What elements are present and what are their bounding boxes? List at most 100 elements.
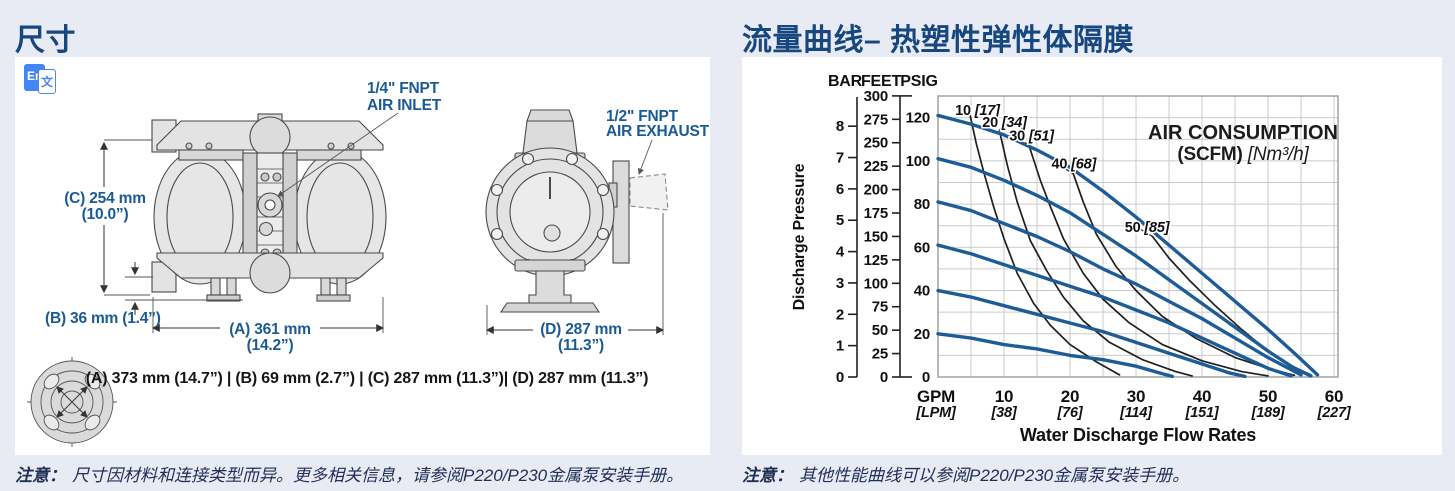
svg-text:100: 100 xyxy=(906,153,930,170)
svg-text:200: 200 xyxy=(864,182,888,199)
dim-c-label: (C) 254 mm xyxy=(64,190,146,207)
dim-c-label-2: (10.0”) xyxy=(82,206,129,223)
svg-text:175: 175 xyxy=(864,205,888,222)
discharge-curve-40psig xyxy=(936,288,1247,379)
svg-text:0: 0 xyxy=(880,369,888,386)
flow-curve-title: 流量曲线– 热塑性弹性体隔膜 xyxy=(742,24,1135,57)
svg-text:120: 120 xyxy=(906,110,930,127)
svg-text:[114]: [114] xyxy=(1119,405,1153,421)
svg-text:4: 4 xyxy=(836,244,845,261)
psig-scale-header: PSIG xyxy=(900,73,937,90)
discharge-curves xyxy=(936,113,1320,379)
svg-text:20: 20 xyxy=(914,326,930,343)
feet-scale-header: FEET xyxy=(861,73,902,90)
air-curve-label-10: 10 [17] xyxy=(955,103,1001,119)
air-inlet-label: 1/4" FNPT xyxy=(367,80,440,97)
pump-front-view-drawing xyxy=(151,113,387,302)
discharge-curve-60psig xyxy=(936,243,1293,378)
x-axis-ticks: 10[38] 20[76] 30[114] 40[151] 50[189] 60[227] xyxy=(991,387,1353,421)
svg-text:2: 2 xyxy=(836,306,844,323)
svg-text:80: 80 xyxy=(914,196,930,213)
svg-text:0: 0 xyxy=(922,369,930,386)
note-label: 注意： xyxy=(742,466,793,485)
chart-frame xyxy=(937,95,1339,378)
svg-text:10: 10 xyxy=(995,387,1014,406)
dim-d-label-2: (11.3”) xyxy=(558,337,604,354)
note-text: 尺寸因材料和连接类型而异。更多相关信息，请参阅P220/P230金属泵安装手册。 xyxy=(72,466,684,485)
svg-text:1: 1 xyxy=(836,338,844,355)
svg-text:3: 3 xyxy=(836,275,844,292)
svg-text:40: 40 xyxy=(1193,387,1212,406)
svg-text:50: 50 xyxy=(1259,387,1278,406)
svg-text:0: 0 xyxy=(836,369,844,386)
discharge-curve-20psig xyxy=(936,332,1175,379)
dim-b-label: (B) 36 mm (1.4”) xyxy=(45,310,161,327)
discharge-curve-120psig xyxy=(936,113,1320,377)
svg-text:40: 40 xyxy=(914,283,930,300)
dimensions-note: 注意： 尺寸因材料和连接类型而异。更多相关信息，请参阅P220/P230金属泵安装… xyxy=(15,461,683,486)
svg-text:250: 250 xyxy=(864,135,888,152)
translate-icon-page: 文 xyxy=(38,69,56,94)
svg-text:20: 20 xyxy=(1061,387,1080,406)
air-inlet-label-2: AIR INLET xyxy=(367,97,442,114)
dimensions-card: 1/4" FNPT AIR INLET 1/2" FNPT AIR EXHAUS… xyxy=(15,57,710,455)
translate-icon-cjk: 文 xyxy=(41,75,54,89)
dimensions-title: 尺寸 xyxy=(15,24,76,57)
y-axis-title: Discharge Pressure xyxy=(791,163,808,310)
dim-a-label: (A) 361 mm xyxy=(229,321,311,338)
svg-text:125: 125 xyxy=(864,252,888,269)
flange-detail-drawing xyxy=(27,357,117,447)
air-curve-label-20: 20 [34] xyxy=(982,115,1028,131)
air-consumption-annotation: AIR CONSUMPTION xyxy=(1148,122,1338,144)
dim-a-label-2: (14.2”) xyxy=(247,337,294,354)
svg-text:[189]: [189] xyxy=(1251,405,1286,421)
flow-curve-card: 0 20 40 60 80 100 120 10 [38] 20 [76] 30 [114] 40 [151… xyxy=(742,57,1442,455)
air-curve-labels: 10 [17]20 [34]30 [51] 40 [68] 50 [85] xyxy=(954,101,1173,237)
translate-icon[interactable]: En 文 xyxy=(24,63,56,94)
x-axis-primary-unit: GPM xyxy=(917,387,955,406)
air-curve-30 xyxy=(1028,144,1269,377)
svg-text:6: 6 xyxy=(836,181,844,198)
air-consumption-units: (SCFM) [Nm³/h] xyxy=(1177,144,1309,165)
flow-curve-note: 注意： 其他性能曲线可以参阅P220/P230金属泵安装手册。 xyxy=(742,461,1189,486)
air-exhaust-label-2: AIR EXHAUST xyxy=(606,123,710,140)
x-axis-title: Water Discharge Flow Rates xyxy=(1020,425,1256,445)
svg-text:275: 275 xyxy=(864,111,888,128)
air-curve-label-40: 40 [68] xyxy=(1052,156,1098,172)
chart-plot: 02040608010012010[38]20[76]30[114]40[151… xyxy=(848,95,1353,421)
discharge-curve-80psig xyxy=(936,200,1303,377)
bar-scale xyxy=(848,97,858,378)
psig-scale: 0 20 40 60 80 100 120 xyxy=(906,110,931,386)
svg-text:225: 225 xyxy=(864,158,888,175)
svg-text:60: 60 xyxy=(914,239,930,256)
feet-scale xyxy=(892,95,912,378)
svg-text:[227]: [227] xyxy=(1317,405,1352,421)
air-curve-20 xyxy=(998,129,1193,377)
pump-side-view-drawing xyxy=(485,109,669,313)
dimensions-drawing: 1/4" FNPT AIR INLET 1/2" FNPT AIR EXHAUS… xyxy=(27,80,710,447)
dim-d-label: (D) 287 mm xyxy=(540,321,622,338)
air-curve-label-50: 50 [85] xyxy=(1125,220,1171,236)
air-exhaust-label: 1/2" FNPT xyxy=(606,108,679,125)
svg-text:75: 75 xyxy=(872,299,888,316)
svg-text:60: 60 xyxy=(1325,387,1344,406)
svg-text:[38]: [38] xyxy=(991,405,1018,421)
air-curve-40 xyxy=(1072,172,1296,377)
air-curve-10 xyxy=(968,112,1121,376)
x-axis-secondary-unit: [LPM] xyxy=(915,405,957,421)
note-label: 注意： xyxy=(15,466,66,485)
dimension-lines xyxy=(100,112,665,335)
dimensions-summary: (A) 373 mm (14.7”) | (B) 69 mm (2.7”) | … xyxy=(86,370,648,387)
svg-text:[76]: [76] xyxy=(1057,405,1084,421)
svg-text:[151]: [151] xyxy=(1185,405,1220,421)
svg-text:5: 5 xyxy=(836,212,844,229)
bar-scale-header: BAR xyxy=(828,73,863,90)
svg-text:25: 25 xyxy=(872,346,888,363)
svg-text:100: 100 xyxy=(864,275,888,292)
svg-text:7: 7 xyxy=(836,150,844,167)
air-curve-label-30: 30 [51] xyxy=(1009,128,1055,144)
svg-text:30: 30 xyxy=(1127,387,1146,406)
note-text: 其他性能曲线可以参阅P220/P230金属泵安装手册。 xyxy=(799,466,1190,485)
discharge-curve-100psig xyxy=(936,156,1313,378)
